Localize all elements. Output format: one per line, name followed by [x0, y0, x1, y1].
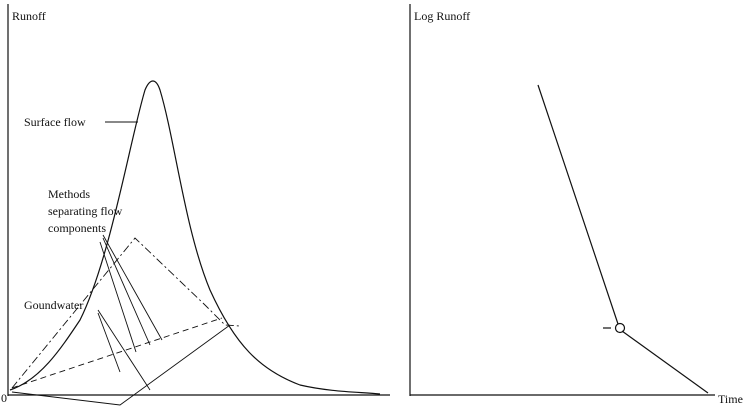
- label: Surface flow: [24, 115, 86, 129]
- hydrograph: [9, 80, 381, 395]
- pointer: [99, 241, 137, 353]
- separation-dashed: [11, 317, 223, 389]
- right-panel: Log Runoff Time: [409, 4, 743, 406]
- x-axis-label: Time: [718, 392, 743, 406]
- pointer: [102, 237, 151, 346]
- label: separating flow: [48, 204, 123, 218]
- origin-label: 0: [1, 391, 7, 405]
- label: Goundwater: [24, 298, 83, 312]
- y-axis-label: Runoff: [12, 9, 46, 23]
- recession-line: [621, 330, 709, 394]
- label: Methods: [48, 187, 90, 201]
- left-panel: Runoff 0 Surface flow Methods separating…: [1, 4, 390, 406]
- pointer: [97, 312, 121, 373]
- pointer: [97, 309, 151, 391]
- breakpoint: [614, 322, 626, 334]
- y-axis-label: Log Runoff: [414, 9, 470, 23]
- pointer: [102, 234, 163, 341]
- label: components: [48, 221, 106, 235]
- recession-line: [537, 84, 619, 325]
- separation-solid: [11, 324, 231, 406]
